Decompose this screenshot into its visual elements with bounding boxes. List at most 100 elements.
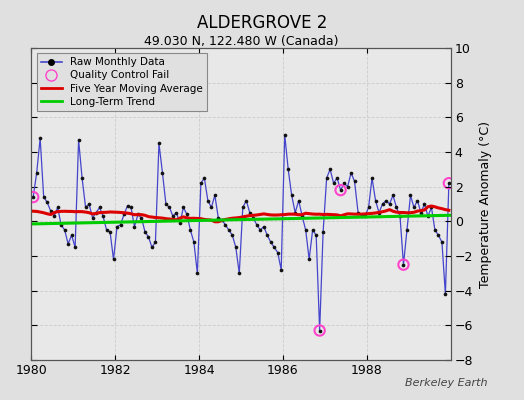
Point (32, 170, 41, 176)
Point (190, 239, 198, 245)
Point (204, 197, 212, 204)
Point (410, 204, 418, 211)
Point (141, 228, 149, 235)
Point (95, 204, 104, 211)
Point (312, 232, 320, 238)
Point (92, 210, 100, 216)
Point (71, 244, 79, 250)
Point (277, 267, 286, 273)
Point (102, 227, 111, 233)
Point (364, 204, 373, 211)
Point (445, 180, 453, 186)
Point (36, 135, 45, 141)
Point (417, 210, 425, 216)
Point (389, 192, 397, 198)
Point (68, 232, 76, 238)
Point (162, 201, 170, 207)
Point (354, 210, 362, 216)
Point (123, 202, 132, 209)
Point (106, 228, 114, 235)
Point (309, 227, 317, 233)
Point (294, 197, 303, 204)
Point (347, 170, 355, 176)
Point (29, 194, 37, 200)
Point (113, 223, 121, 230)
Point (413, 197, 422, 204)
Point (200, 175, 209, 181)
Point (29, 194, 37, 200)
Point (263, 232, 271, 238)
Point (280, 132, 289, 138)
Title: 49.030 N, 122.480 W (Canada): 49.030 N, 122.480 W (Canada) (144, 35, 339, 48)
Point (64, 241, 72, 247)
Point (43, 199, 51, 206)
Point (333, 175, 341, 181)
Point (253, 222, 261, 228)
Point (288, 192, 296, 198)
Point (172, 210, 181, 216)
Point (340, 180, 348, 186)
Point (351, 178, 359, 185)
Point (193, 270, 202, 276)
Point (399, 262, 408, 268)
Point (343, 184, 352, 190)
Point (221, 222, 230, 228)
Point (196, 180, 205, 186)
Point (385, 201, 394, 207)
Point (399, 262, 408, 268)
Point (158, 170, 167, 176)
Point (315, 327, 324, 334)
Point (361, 213, 369, 219)
Point (256, 227, 265, 233)
Point (127, 204, 135, 211)
Point (274, 249, 282, 256)
Point (176, 220, 184, 226)
Point (144, 234, 152, 240)
Point (130, 223, 139, 230)
Point (396, 213, 404, 219)
Point (238, 204, 247, 211)
Point (330, 180, 338, 186)
Point (392, 204, 401, 211)
Point (99, 213, 107, 219)
Point (50, 213, 58, 219)
Point (89, 215, 97, 221)
Point (319, 228, 328, 235)
Point (259, 223, 268, 230)
Point (246, 210, 254, 216)
Y-axis label: Temperature Anomaly (°C): Temperature Anomaly (°C) (479, 120, 492, 288)
Point (291, 210, 299, 216)
Point (357, 213, 366, 219)
Point (368, 175, 376, 181)
Point (284, 166, 292, 172)
Text: Berkeley Earth: Berkeley Earth (405, 378, 487, 388)
Point (85, 201, 93, 207)
Point (39, 194, 48, 200)
Point (375, 210, 383, 216)
Point (322, 175, 331, 181)
Point (134, 211, 142, 218)
Point (57, 222, 66, 228)
Point (165, 204, 173, 211)
Point (60, 227, 69, 233)
Point (336, 187, 345, 193)
Point (110, 256, 118, 263)
Point (179, 204, 188, 211)
Point (228, 232, 236, 238)
Text: ALDERGROVE 2: ALDERGROVE 2 (197, 14, 327, 32)
Point (186, 227, 194, 233)
Point (120, 211, 128, 218)
Point (207, 204, 215, 211)
Point (434, 232, 443, 238)
Point (301, 227, 310, 233)
Point (74, 137, 83, 143)
Point (225, 227, 233, 233)
Point (183, 211, 191, 218)
Point (270, 244, 278, 250)
Point (445, 180, 453, 186)
Point (78, 175, 86, 181)
Point (420, 201, 429, 207)
Point (431, 227, 439, 233)
Point (305, 256, 313, 263)
Point (424, 213, 432, 219)
